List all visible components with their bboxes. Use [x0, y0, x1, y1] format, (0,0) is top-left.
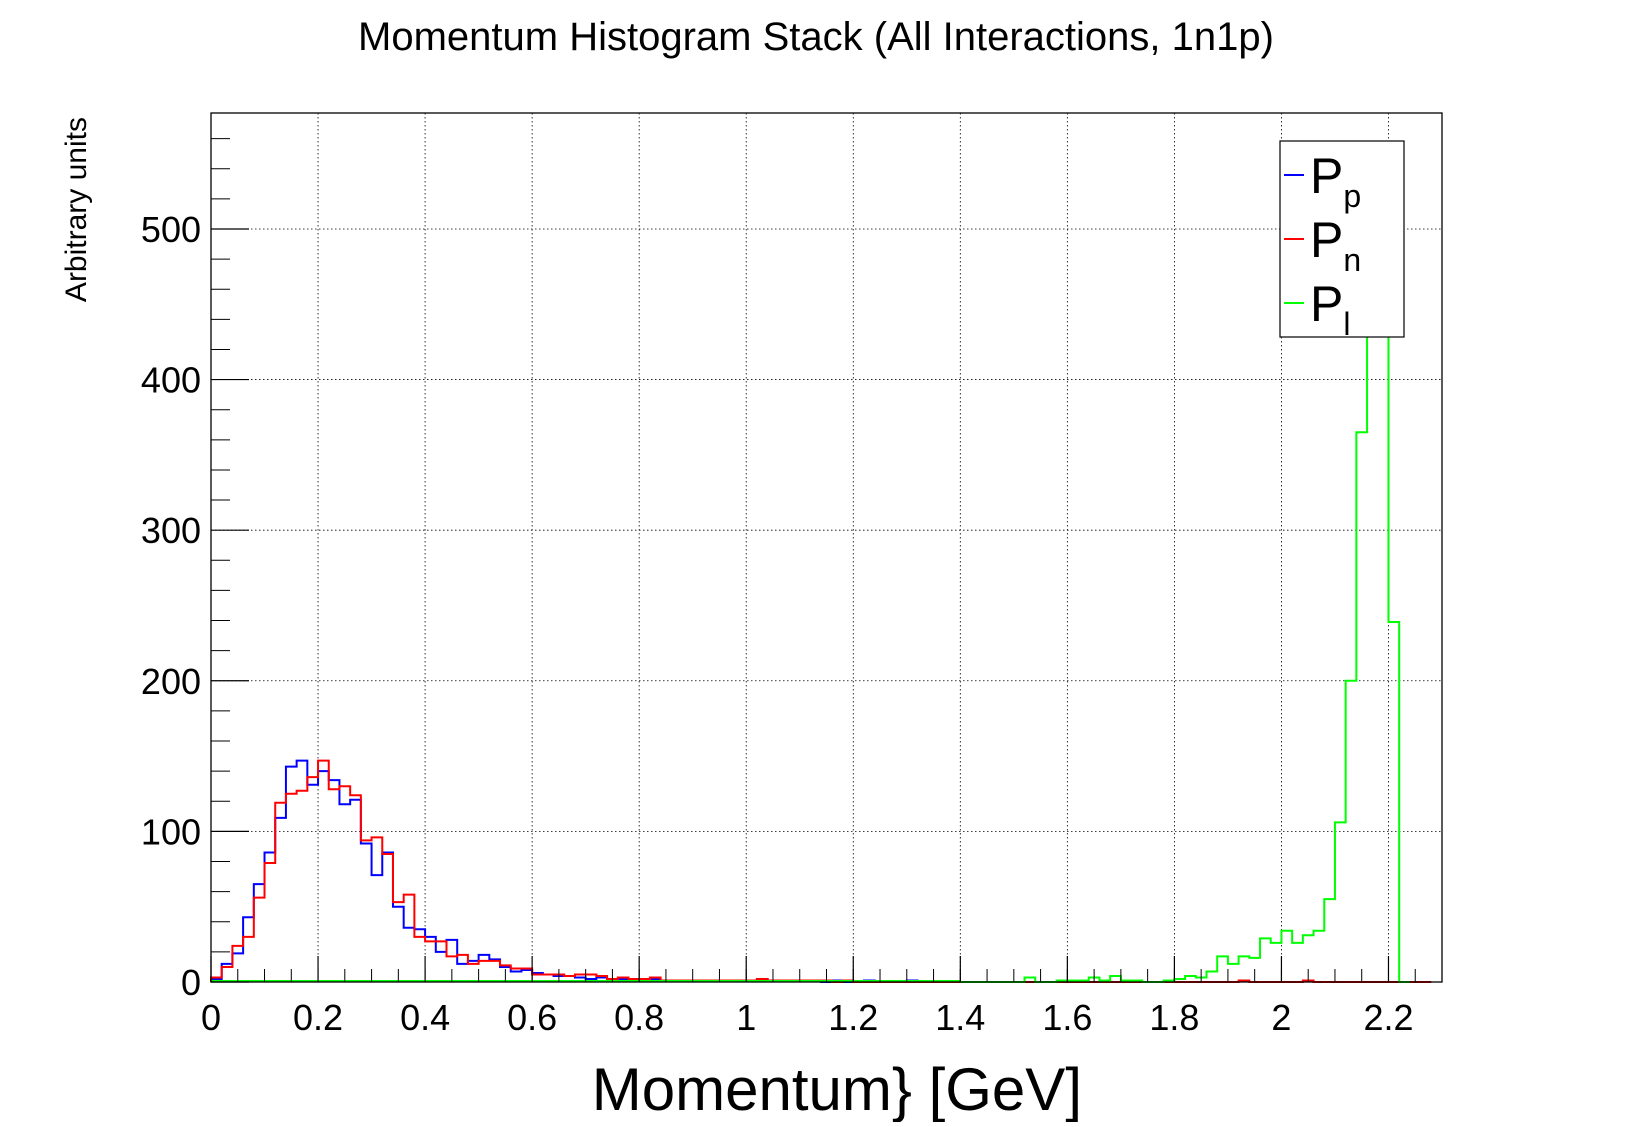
y-tick-label: 0 — [181, 962, 201, 1003]
x-tick-label: 2 — [1271, 997, 1291, 1038]
axis-ticks — [210, 138, 1443, 983]
x-tick-label: 0.4 — [400, 997, 450, 1038]
histogram-series — [210, 295, 1432, 983]
x-tick-label: 0.6 — [507, 997, 557, 1038]
x-axis-label: Momentum} [GeV] — [592, 1056, 1082, 1122]
chart-title: Momentum Histogram Stack (All Interactio… — [358, 15, 1274, 59]
x-tick-label: 1.6 — [1042, 997, 1092, 1038]
x-tick-label: 1.8 — [1149, 997, 1199, 1038]
legend-label: Pp — [1310, 148, 1361, 214]
x-tick-label: 0 — [201, 997, 221, 1038]
y-tick-label: 100 — [141, 811, 201, 852]
y-tick-label: 200 — [141, 661, 201, 702]
grid-lines — [211, 113, 1442, 982]
legend-label: Pl — [1310, 276, 1350, 342]
x-tick-label: 0.2 — [293, 997, 343, 1038]
x-tick-label: 1.4 — [935, 997, 985, 1038]
y-axis-label: Arbitrary units — [60, 117, 93, 302]
x-tick-label: 0.8 — [614, 997, 664, 1038]
x-tick-label: 1 — [736, 997, 756, 1038]
x-tick-label: 1.2 — [828, 997, 878, 1038]
series-n-line — [210, 759, 1432, 983]
series-p-line — [210, 759, 919, 983]
y-tick-label: 400 — [141, 360, 201, 401]
x-tick-label: 2.2 — [1363, 997, 1413, 1038]
y-tick-labels: 0 100 200 300 400 500 — [141, 209, 201, 1003]
y-tick-label: 500 — [141, 209, 201, 250]
series-l-line — [960, 295, 1410, 983]
y-tick-label: 300 — [141, 510, 201, 551]
x-tick-labels: 0 0.2 0.4 0.6 0.8 1 1.2 1.4 1.6 1.8 2 2.2 — [201, 997, 1414, 1038]
plot-frame — [210, 112, 1443, 983]
legend-label: Pn — [1310, 212, 1361, 278]
